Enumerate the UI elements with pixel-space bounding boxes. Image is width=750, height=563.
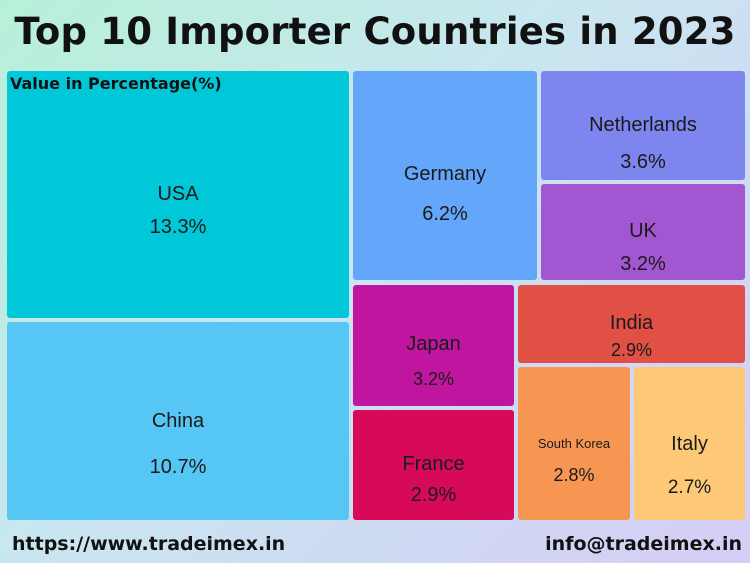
tile-south-korea: South Korea 2.8% (518, 367, 630, 520)
tile-value-usa: 13.3% (149, 216, 207, 238)
tile-japan: Japan 3.2% (353, 285, 514, 406)
tile-value-france: 2.9% (410, 484, 457, 506)
tile-value-south-korea: 2.8% (553, 465, 595, 485)
tile-china: China 10.7% (7, 322, 349, 520)
tile-netherlands: Netherlands 3.6% (541, 71, 745, 180)
tile-value-italy: 2.7% (667, 477, 712, 498)
tile-label-china: China (151, 410, 205, 432)
tile-label-south-korea: South Korea (537, 436, 611, 451)
chart-subtitle: Value in Percentage(%) (10, 74, 222, 93)
tile-usa: USA 13.3% (7, 71, 349, 318)
tile-value-germany: 6.2% (422, 203, 468, 225)
tile-label-japan: Japan (406, 333, 461, 355)
tile-value-netherlands: 3.6% (620, 151, 666, 173)
contact-email[interactable]: info@tradeimex.in (545, 533, 742, 555)
tile-label-india: India (609, 312, 654, 334)
tile-uk: UK 3.2% (541, 184, 745, 280)
tile-label-uk: UK (629, 220, 657, 242)
tile-label-france: France (402, 453, 465, 475)
tile-value-uk: 3.2% (620, 253, 666, 275)
tile-value-china: 10.7% (149, 456, 207, 478)
tile-label-usa: USA (157, 183, 199, 205)
tile-italy: Italy 2.7% (634, 367, 745, 520)
chart-title: Top 10 Importer Countries in 2023 (14, 10, 736, 53)
tile-value-india: 2.9% (610, 340, 653, 360)
tile-label-italy: Italy (671, 433, 708, 455)
tile-germany: Germany 6.2% (353, 71, 537, 280)
tile-france: France 2.9% (353, 410, 514, 520)
tile-value-japan: 3.2% (412, 369, 455, 389)
website-link[interactable]: https://www.tradeimex.in (12, 533, 286, 555)
tile-label-netherlands: Netherlands (589, 114, 697, 136)
tile-india: India 2.9% (518, 285, 745, 363)
tile-label-germany: Germany (403, 163, 487, 185)
